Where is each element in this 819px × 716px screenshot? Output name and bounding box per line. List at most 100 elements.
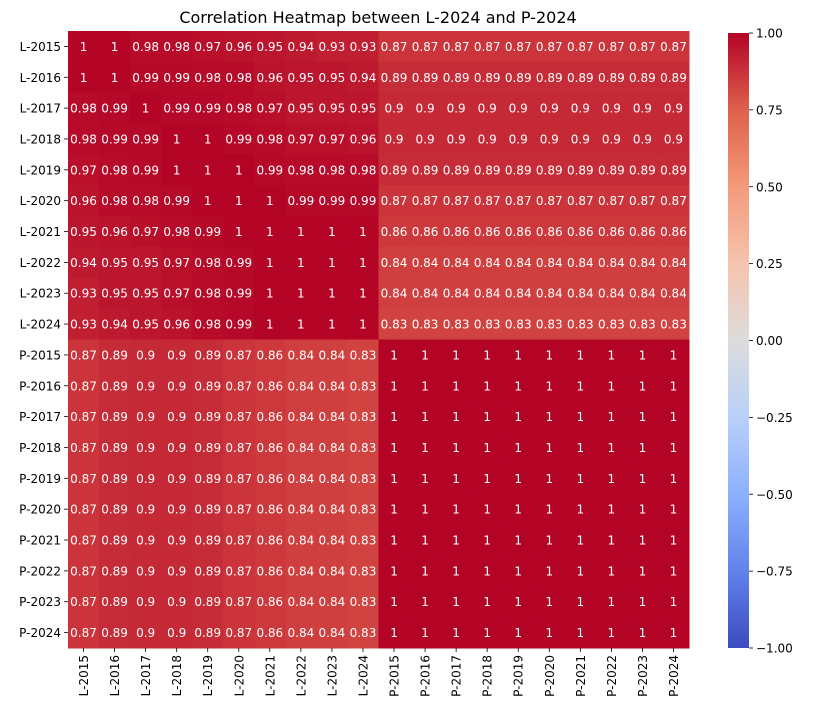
heatmap-cell xyxy=(440,555,473,587)
cell-value-label: 0.84 xyxy=(288,441,315,455)
heatmap-cell xyxy=(130,185,162,217)
cell-value-label: 0.84 xyxy=(412,256,439,270)
cell-value-label: 0.89 xyxy=(194,626,221,640)
cell-value-label: 0.96 xyxy=(256,71,283,85)
heatmap-cell xyxy=(316,555,348,587)
cell-value-label: 0.95 xyxy=(256,40,283,54)
y-tick-label: P-2019 xyxy=(19,472,61,486)
cell-value-label: 0.87 xyxy=(629,40,656,54)
heatmap-cell xyxy=(285,216,317,248)
heatmap-cell xyxy=(285,555,317,587)
heatmap-cell xyxy=(347,370,379,402)
cell-value-label: 0.98 xyxy=(194,287,221,301)
cell-value-label: 1 xyxy=(545,379,553,393)
cell-value-label: 0.89 xyxy=(567,71,594,85)
heatmap-cell xyxy=(440,432,473,464)
cell-value-label: 0.99 xyxy=(319,194,346,208)
heatmap-cell xyxy=(130,61,162,94)
heatmap-cell xyxy=(502,524,535,556)
cell-value-label: 0.98 xyxy=(350,163,377,177)
heatmap-cell xyxy=(68,61,100,94)
heatmap-cell xyxy=(471,432,504,464)
heatmap-cell xyxy=(595,493,628,526)
cell-value-label: 0.89 xyxy=(194,564,221,578)
cell-value-label: 0.84 xyxy=(474,256,501,270)
cell-value-label: 1 xyxy=(639,564,647,578)
heatmap-cell xyxy=(254,339,286,371)
heatmap-cell xyxy=(130,339,162,371)
heatmap-cell xyxy=(595,308,628,340)
heatmap-cell xyxy=(409,493,442,526)
heatmap-cell xyxy=(533,123,566,155)
cell-value-label: 1 xyxy=(608,564,616,578)
colorbar-tick-label: −0.25 xyxy=(756,411,793,425)
cell-value-label: 0.98 xyxy=(132,194,159,208)
cell-value-label: 0.89 xyxy=(101,348,128,362)
cell-value-label: 0.86 xyxy=(256,534,283,548)
heatmap-cell xyxy=(316,370,348,402)
cell-value-label: 0.83 xyxy=(443,318,470,332)
cell-value-label: 0.86 xyxy=(412,225,439,239)
cell-value-label: 0.98 xyxy=(163,225,190,239)
heatmap-cell xyxy=(68,154,100,186)
heatmap-cell xyxy=(626,308,659,340)
heatmap-cell xyxy=(192,339,224,371)
heatmap-cell xyxy=(254,524,286,556)
cell-value-label: 1 xyxy=(80,40,88,54)
heatmap-cell xyxy=(471,339,504,371)
heatmap-cell xyxy=(68,339,100,371)
heatmap-cell xyxy=(130,462,162,495)
y-tick-label: P-2016 xyxy=(19,379,61,393)
cell-value-label: 0.9 xyxy=(167,348,186,362)
cell-value-label: 0.9 xyxy=(602,132,621,146)
heatmap-cell xyxy=(533,154,566,186)
heatmap-cell xyxy=(316,401,348,433)
heatmap-cell xyxy=(161,370,193,402)
cell-value-label: 0.87 xyxy=(70,348,97,362)
x-tick-label: P-2016 xyxy=(419,655,433,697)
heatmap-cell xyxy=(471,555,504,587)
heatmap-cell xyxy=(657,401,690,433)
heatmap-cell xyxy=(347,493,379,526)
cell-value-label: 0.87 xyxy=(70,503,97,517)
heatmap-cell xyxy=(130,401,162,433)
cell-value-label: 0.87 xyxy=(70,534,97,548)
heatmap-cell xyxy=(378,555,411,587)
cell-value-label: 0.89 xyxy=(505,163,532,177)
cell-value-label: 1 xyxy=(608,503,616,517)
heatmap-cell xyxy=(409,462,442,495)
cell-value-label: 1 xyxy=(670,410,678,424)
cell-value-label: 1 xyxy=(297,318,305,332)
cell-value-label: 1 xyxy=(390,503,398,517)
heatmap-cell xyxy=(254,401,286,433)
cell-value-label: 1 xyxy=(483,348,491,362)
cell-value-label: 1 xyxy=(483,626,491,640)
cell-value-label: 0.87 xyxy=(412,194,439,208)
cell-value-label: 0.9 xyxy=(447,102,466,116)
heatmap-cell xyxy=(409,524,442,556)
cell-value-label: 0.98 xyxy=(256,132,283,146)
heatmap-cell xyxy=(192,555,224,587)
cell-value-label: 0.94 xyxy=(288,40,315,54)
heatmap-cell xyxy=(316,277,348,310)
cell-value-label: 0.87 xyxy=(225,472,252,486)
cell-value-label: 0.97 xyxy=(163,256,190,270)
cell-value-label: 0.83 xyxy=(660,318,687,332)
heatmap-cell xyxy=(378,370,411,402)
cell-value-label: 1 xyxy=(576,564,584,578)
heatmap-cell xyxy=(254,493,286,526)
heatmap-cell xyxy=(595,370,628,402)
cell-value-label: 0.95 xyxy=(101,287,128,301)
cell-value-label: 0.9 xyxy=(384,102,403,116)
cell-value-label: 0.93 xyxy=(319,40,346,54)
x-tick-label: P-2020 xyxy=(543,655,557,697)
heatmap-cell xyxy=(409,432,442,464)
heatmap-cell xyxy=(564,493,597,526)
y-tick-label: P-2022 xyxy=(19,564,61,578)
cell-value-label: 0.84 xyxy=(536,256,563,270)
cell-value-label: 0.9 xyxy=(384,132,403,146)
heatmap-cell xyxy=(254,432,286,464)
heatmap-cell xyxy=(471,185,504,217)
heatmap-cell xyxy=(316,154,348,186)
colorbar: 1.00 0.75 0.50 0.25 0.00 −0.25 −0.50 −0.75 −1.00 xyxy=(728,27,793,656)
